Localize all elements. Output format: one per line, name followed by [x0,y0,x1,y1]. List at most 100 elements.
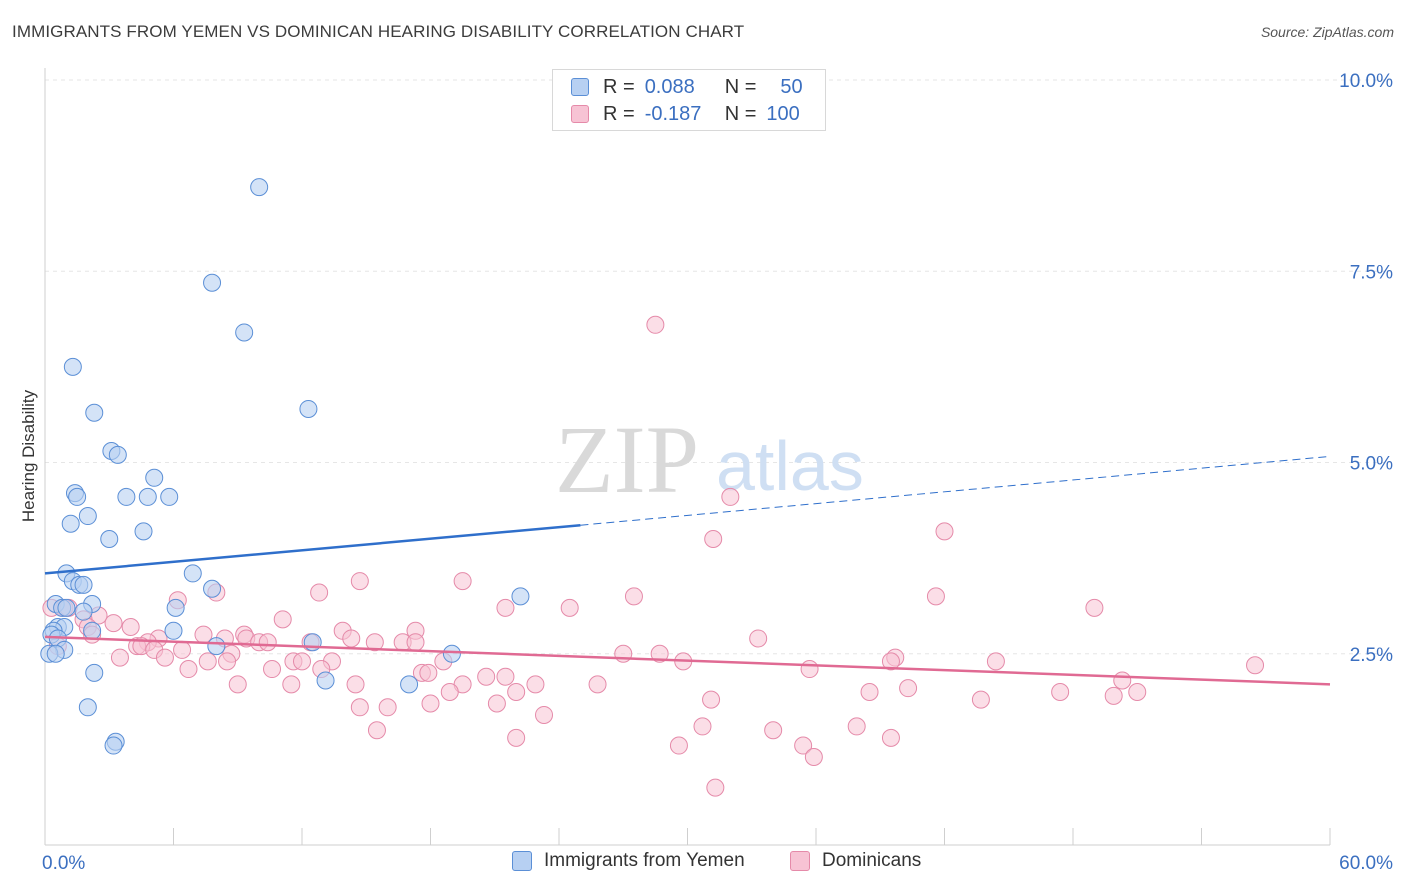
yemen-point [166,598,185,617]
legend-swatch-dominicans [571,105,589,123]
yemen-point [78,698,97,717]
series-label-yemen: Immigrants from Yemen [544,850,745,871]
dominicans-point [693,717,712,736]
yemen-point [117,487,136,506]
yemen-point [85,663,104,682]
tick-labels: 2.5% 5.0% 7.5% 10.0% 0.0% 60.0% [42,71,1393,874]
yemen-point [160,487,179,506]
yemen-trend-extension [580,455,1331,526]
yemen-point [83,621,102,640]
dominicans-point [749,629,768,648]
yemen-point [78,507,97,526]
dominicans-point [365,633,384,652]
dominicans-point [764,721,783,740]
dominicans-point [293,652,311,671]
dominicans-point [1051,683,1070,701]
legend-n-label: N = [724,75,757,98]
series-legend-yemen: Immigrants from Yemen [512,850,745,872]
dominicans-trend-line [44,635,1331,686]
x-tick-label: 60.0% [1339,853,1393,874]
dominicans-point [110,648,129,667]
dominicans-point [350,572,369,591]
dominicans-point [560,598,579,617]
dominicans-point [155,648,174,667]
yemen-point [108,445,127,464]
legend-n-label: N = [724,102,757,125]
dominicans-points [42,315,1265,797]
y-tick-label: 2.5% [1350,645,1393,666]
series-legend-dominicans: Dominicans [790,850,921,872]
dominicans-point [535,705,554,724]
dominicans-point [1085,598,1104,617]
yemen-point [250,178,269,197]
dominicans-point [800,660,819,679]
yemen-point [138,487,157,506]
dominicans-point [804,748,823,767]
yemen-point [85,403,104,422]
chart-title: IMMIGRANTS FROM YEMEN VS DOMINICAN HEARI… [12,22,745,41]
yemen-point [164,621,183,640]
dominicans-point [378,698,397,717]
dominicans-point [406,633,425,652]
dominicans-point [121,617,140,636]
dominicans-point [935,522,954,541]
yemen-point [57,598,76,617]
yemen-point [134,522,153,541]
legend-row-yemen: R = 0.088 N = 50 [571,74,803,100]
series-swatch-yemen [512,851,532,871]
dominicans-point [926,587,945,606]
legend-r-label: R = [603,75,635,98]
dominicans-point [881,652,900,671]
dominicans-point [702,690,721,709]
y-tick-label: 7.5% [1350,262,1393,283]
chart-source: Source: ZipAtlas.com [1260,24,1394,40]
dominicans-point [198,652,217,671]
dominicans-point [282,675,301,694]
series-label-dominicans: Dominicans [822,850,922,871]
yemen-point [145,468,164,487]
yemen-point [400,675,419,694]
dominicans-point [650,644,669,663]
dominicans-point [258,633,277,652]
dominicans-point [507,683,526,701]
dominicans-point [847,717,866,736]
yemen-point [183,564,202,583]
dominicans-point [487,694,506,713]
dominicans-point [646,315,665,334]
x-tick-label: 0.0% [42,853,85,874]
dominicans-point [477,667,496,686]
dominicans-point [1104,686,1123,705]
yemen-point [235,323,254,342]
watermark-zip: ZIP [555,406,699,513]
yemen-point [203,579,222,598]
dominicans-point [263,660,282,679]
dominicans-point [346,675,365,694]
series-swatch-dominicans [790,851,810,871]
yemen-trend-line [44,523,581,575]
yemen-point [74,575,93,594]
yemen-point [63,357,82,376]
dominicans-point [1128,683,1147,701]
dominicans-point [860,683,879,701]
yemen-point [299,399,318,418]
legend-row-dominicans: R = -0.187 N = 100 [571,101,800,127]
yemen-points [40,178,530,755]
dominicans-point [419,663,438,682]
dominicans-point [342,629,361,648]
gridlines [45,79,1392,655]
correlation-legend: R = 0.088 N = 50 R = -0.187 N = 100 [552,69,826,131]
dominicans-point [794,736,813,755]
dominicans-point [899,679,918,698]
dominicans-point [588,675,607,694]
y-tick-label: 10.0% [1339,71,1393,92]
dominicans-point [706,778,725,797]
dominicans-point [350,698,369,717]
dominicans-point [986,652,1005,671]
yemen-point [68,487,87,506]
dominicans-point [526,675,545,694]
dominicans-point [453,572,472,591]
legend-n-value-dominicans: 100 [766,102,800,125]
dominicans-point [310,583,329,602]
yemen-point [46,644,65,663]
